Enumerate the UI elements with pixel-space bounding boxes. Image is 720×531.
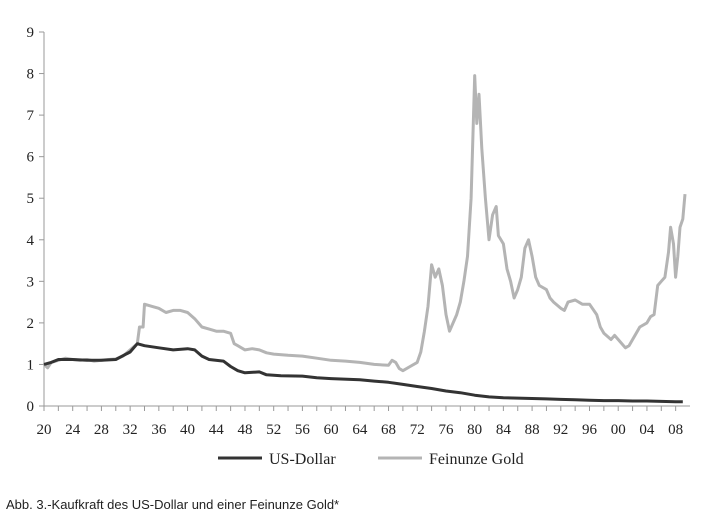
legend-label-feinunze-gold: Feinunze Gold [429,451,524,468]
x-tick-label: 32 [123,422,138,438]
x-tick-label: 48 [237,422,252,438]
y-tick-label: 6 [27,150,35,166]
y-tick-label: 5 [27,191,35,207]
legend: US-Dollar Feinunze Gold [218,451,524,468]
y-tick-label: 8 [27,67,35,83]
x-tick-label: 24 [65,422,81,438]
x-tick-label: 00 [611,422,626,438]
x-tick-label: 72 [410,422,425,438]
x-tick-label: 96 [582,422,598,438]
y-tick-label: 7 [27,108,35,124]
y-tick-label: 9 [27,25,35,41]
x-tick-label: 76 [438,422,454,438]
y-axis: 0 1 2 3 4 5 6 7 8 9 [27,25,45,415]
x-tick-label: 28 [94,422,109,438]
x-tick-label: 04 [639,422,655,438]
x-tick-label: 36 [151,422,167,438]
legend-label-us-dollar: US-Dollar [269,451,336,468]
x-tick-label: 20 [37,422,52,438]
series-line-feinunze-gold [42,74,687,373]
x-tick-label: 68 [381,422,396,438]
x-tick-label: 40 [180,422,195,438]
x-tick-label: 52 [266,422,281,438]
y-tick-label: 4 [27,233,35,249]
y-tick-label: 2 [27,316,35,332]
x-tick-label: 80 [467,422,482,438]
y-tick-label: 0 [27,399,35,415]
x-tick-label: 64 [352,422,368,438]
plot-area [42,74,687,404]
x-tick-label: 60 [324,422,339,438]
x-tick-label: 88 [525,422,540,438]
x-tick-label: 08 [668,422,683,438]
x-axis: 20 24 28 32 36 40 44 48 52 56 60 64 68 72 76 80 84 88 92 96… [37,405,690,438]
x-tick-label: 84 [496,422,512,438]
y-tick-label: 1 [27,357,35,373]
x-tick-label: 44 [209,422,225,438]
figure-caption: Abb. 3.-Kaufkraft des US-Dollar und eine… [6,497,340,512]
series-line-us-dollar [43,342,683,404]
x-tick-label: 92 [553,422,568,438]
x-tick-label: 56 [295,422,311,438]
y-tick-label: 3 [27,274,35,290]
